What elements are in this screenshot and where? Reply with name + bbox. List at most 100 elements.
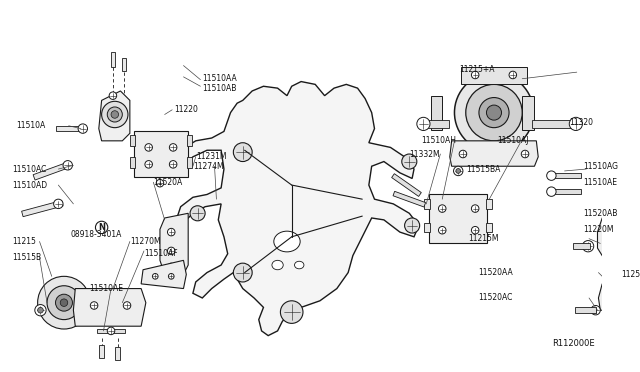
Text: 08918-3401A: 08918-3401A bbox=[70, 230, 122, 240]
Circle shape bbox=[628, 341, 636, 349]
Bar bbox=[134, 131, 188, 177]
Text: 11515BA: 11515BA bbox=[466, 164, 500, 174]
Circle shape bbox=[63, 161, 72, 170]
Ellipse shape bbox=[274, 231, 300, 252]
Bar bbox=[130, 157, 134, 168]
Circle shape bbox=[111, 111, 118, 118]
Polygon shape bbox=[122, 58, 126, 71]
Circle shape bbox=[109, 92, 116, 99]
Text: 11274M: 11274M bbox=[193, 162, 223, 171]
Text: 11215+A: 11215+A bbox=[459, 65, 495, 74]
Circle shape bbox=[612, 293, 620, 301]
Polygon shape bbox=[33, 162, 70, 180]
Circle shape bbox=[170, 161, 177, 168]
Polygon shape bbox=[420, 120, 449, 128]
Circle shape bbox=[54, 199, 63, 209]
Polygon shape bbox=[548, 189, 582, 195]
Polygon shape bbox=[573, 243, 590, 249]
Text: 11220M: 11220M bbox=[584, 225, 614, 234]
Circle shape bbox=[612, 223, 640, 264]
Circle shape bbox=[90, 302, 98, 309]
Text: 11510AJ: 11510AJ bbox=[497, 136, 528, 145]
Bar bbox=[188, 135, 192, 147]
Circle shape bbox=[168, 228, 175, 236]
Text: 11215M: 11215M bbox=[468, 234, 499, 243]
Text: 11510AA: 11510AA bbox=[202, 74, 237, 83]
Circle shape bbox=[234, 263, 252, 282]
Polygon shape bbox=[598, 284, 640, 310]
Text: R112000E: R112000E bbox=[552, 339, 595, 348]
Text: N: N bbox=[98, 223, 105, 232]
Text: 11510AG: 11510AG bbox=[584, 162, 618, 171]
Circle shape bbox=[168, 263, 175, 271]
Bar bbox=[188, 157, 192, 168]
Circle shape bbox=[459, 150, 467, 158]
Circle shape bbox=[56, 294, 72, 311]
Text: 11510A: 11510A bbox=[16, 121, 45, 130]
Circle shape bbox=[145, 161, 152, 168]
Text: 11515B: 11515B bbox=[12, 253, 42, 262]
Circle shape bbox=[438, 227, 446, 234]
Circle shape bbox=[280, 301, 303, 323]
Text: 11520AA: 11520AA bbox=[478, 268, 513, 277]
Text: 11510AB: 11510AB bbox=[202, 84, 237, 93]
Circle shape bbox=[234, 143, 252, 161]
Text: 11510AE: 11510AE bbox=[584, 178, 618, 187]
Circle shape bbox=[454, 166, 463, 176]
Text: 11215: 11215 bbox=[12, 237, 36, 246]
Text: 11332M: 11332M bbox=[410, 150, 440, 158]
Circle shape bbox=[78, 124, 88, 133]
Text: 11520AB: 11520AB bbox=[584, 209, 618, 218]
Polygon shape bbox=[99, 345, 104, 358]
Polygon shape bbox=[160, 213, 188, 275]
Bar bbox=[424, 223, 430, 232]
Circle shape bbox=[472, 71, 479, 79]
Ellipse shape bbox=[294, 261, 304, 269]
Circle shape bbox=[466, 84, 522, 141]
Polygon shape bbox=[393, 191, 426, 207]
Text: 11520A: 11520A bbox=[154, 178, 182, 187]
Bar bbox=[486, 199, 492, 209]
Circle shape bbox=[404, 218, 420, 233]
Bar bbox=[431, 96, 442, 129]
Polygon shape bbox=[97, 328, 125, 333]
Circle shape bbox=[108, 107, 122, 122]
Circle shape bbox=[521, 150, 529, 158]
Circle shape bbox=[35, 305, 46, 316]
Bar bbox=[130, 135, 134, 147]
Polygon shape bbox=[616, 312, 640, 357]
Bar bbox=[429, 195, 488, 243]
Text: 11510AC: 11510AC bbox=[12, 164, 47, 174]
Circle shape bbox=[582, 241, 594, 252]
Circle shape bbox=[509, 71, 516, 79]
Circle shape bbox=[619, 230, 640, 257]
Polygon shape bbox=[74, 289, 146, 326]
Circle shape bbox=[438, 205, 446, 212]
Text: 11320: 11320 bbox=[569, 118, 593, 126]
Text: 11220: 11220 bbox=[174, 105, 198, 114]
Text: 11510AE: 11510AE bbox=[90, 284, 124, 293]
Ellipse shape bbox=[272, 260, 284, 270]
Circle shape bbox=[486, 105, 502, 120]
Polygon shape bbox=[392, 174, 421, 196]
Polygon shape bbox=[548, 173, 582, 179]
Polygon shape bbox=[141, 260, 186, 289]
Circle shape bbox=[547, 187, 556, 196]
Polygon shape bbox=[115, 347, 120, 360]
Circle shape bbox=[628, 325, 636, 333]
Circle shape bbox=[156, 179, 164, 187]
Circle shape bbox=[168, 273, 174, 279]
Polygon shape bbox=[532, 120, 579, 128]
Bar bbox=[424, 199, 430, 209]
Circle shape bbox=[102, 101, 128, 128]
Circle shape bbox=[569, 117, 582, 131]
Circle shape bbox=[124, 302, 131, 309]
Polygon shape bbox=[22, 201, 63, 217]
Polygon shape bbox=[111, 52, 115, 67]
Circle shape bbox=[108, 327, 115, 335]
Text: 11254: 11254 bbox=[621, 270, 640, 279]
Circle shape bbox=[38, 307, 44, 313]
Bar bbox=[461, 67, 527, 84]
Polygon shape bbox=[177, 81, 419, 336]
Text: 11510AH: 11510AH bbox=[422, 136, 456, 145]
